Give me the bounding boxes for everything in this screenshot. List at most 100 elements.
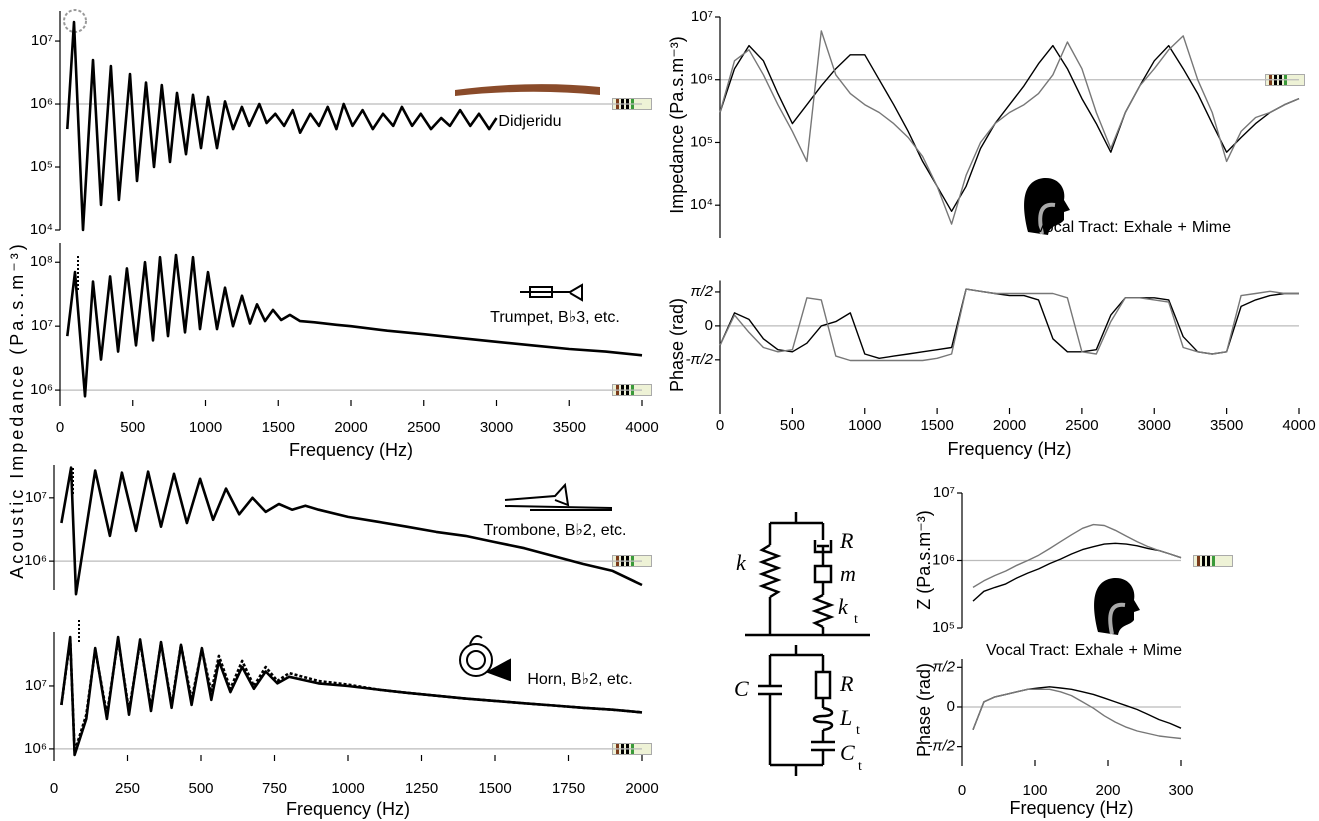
x-tick-label: 1500 <box>478 780 511 797</box>
legend-label: Exhale <box>1124 219 1173 236</box>
y-tick-label: 10⁷ <box>31 317 53 334</box>
legend-label: Exhale <box>1075 642 1124 659</box>
x-tick-label: 200 <box>1095 782 1120 799</box>
y-axis-title: Phase (rad) <box>667 298 687 392</box>
x-tick-label: 2000 <box>334 419 367 436</box>
trombone-icon <box>504 482 613 511</box>
annotation: Didjeridu <box>498 113 561 130</box>
data-line <box>719 44 1300 212</box>
x-tick-label: 500 <box>188 780 213 797</box>
annotation: Trumpet, B♭3, etc. <box>490 309 620 326</box>
y-tick-label: 10⁷ <box>691 8 713 25</box>
circuit-label: L <box>839 705 852 730</box>
circuit-subscript: t <box>856 723 860 738</box>
x-tick-label: 0 <box>50 780 58 797</box>
head-icon <box>1024 177 1070 235</box>
y-tick-label: -π/2 <box>685 351 713 368</box>
y-tick-label: 10⁷ <box>25 677 47 694</box>
x-axis-title: Frequency (Hz) <box>947 439 1071 459</box>
y-tick-label: 10⁶ <box>30 381 53 398</box>
y-tick-label: 10⁴ <box>30 221 53 238</box>
x-tick-label: 1000 <box>331 780 364 797</box>
y-axis-title: Z (Pa.s.m⁻³) <box>914 510 934 610</box>
x-tick-label: 1500 <box>920 417 953 434</box>
horn-icon <box>459 635 511 682</box>
circuit-subscript: t <box>858 759 862 774</box>
data-line <box>972 686 1182 730</box>
x-tick-label: 0 <box>958 782 966 799</box>
y-axis-title: Impedance (Pa.s.m⁻³) <box>667 36 687 214</box>
x-axis-title: Frequency (Hz) <box>286 799 410 819</box>
y-tick-label: 10⁵ <box>690 133 713 150</box>
x-tick-label: 3000 <box>1138 417 1171 434</box>
y-tick-label: 10⁵ <box>30 158 53 175</box>
y-axis-title: Acoustic Impedance (Pa.s.m⁻³) <box>7 241 27 579</box>
data-line <box>60 466 643 596</box>
legend-label: Mime <box>1143 642 1182 659</box>
circuit-label: R <box>839 671 854 696</box>
x-tick-label: 500 <box>780 417 805 434</box>
y-tick-label: 10⁶ <box>932 551 955 568</box>
y-tick-label: 10⁶ <box>690 71 713 88</box>
y-tick-label: 10⁷ <box>31 32 53 49</box>
head-icon <box>1094 577 1140 635</box>
x-tick-label: 2000 <box>993 417 1026 434</box>
data-line <box>972 523 1182 588</box>
data-line <box>719 288 1299 362</box>
x-tick-label: 100 <box>1022 782 1047 799</box>
y-tick-label: 10⁴ <box>690 196 713 213</box>
x-tick-label: 3500 <box>1210 417 1243 434</box>
x-tick-label: 4000 <box>1282 417 1315 434</box>
x-tick-label: 500 <box>120 419 145 436</box>
circuit-label: R <box>839 528 854 553</box>
swatch <box>1193 555 1233 567</box>
x-tick-label: 4000 <box>625 419 658 436</box>
legend-label: Mime <box>1192 219 1231 236</box>
y-tick-label: -π/2 <box>927 738 955 755</box>
circuit-label: k <box>736 550 747 575</box>
data-line <box>972 688 1182 740</box>
data-line <box>972 542 1182 602</box>
x-tick-label: 1250 <box>405 780 438 797</box>
x-tick-label: 1000 <box>189 419 222 436</box>
y-tick-label: 10⁶ <box>24 740 47 757</box>
circuit-diagram <box>745 512 870 776</box>
annotation: + <box>1129 642 1138 659</box>
didjeridu-icon <box>455 84 600 96</box>
x-tick-label: 2000 <box>625 780 658 797</box>
y-axis-title: Phase (rad) <box>914 663 934 757</box>
trumpet-icon <box>520 283 583 302</box>
y-tick-label: 10⁶ <box>24 552 47 569</box>
data-line <box>719 30 1300 225</box>
x-axis-title: Frequency (Hz) <box>1009 798 1133 818</box>
circuit-label: m <box>840 561 856 586</box>
annotation: Vocal Tract: <box>1035 219 1119 236</box>
y-tick-label: π/2 <box>932 658 955 675</box>
annotation: + <box>1178 219 1187 236</box>
x-tick-label: 1750 <box>552 780 585 797</box>
circuit-label: C <box>840 740 855 765</box>
x-tick-label: 2500 <box>407 419 440 436</box>
annotation: Trombone, B♭2, etc. <box>483 522 626 539</box>
fundamental-markers <box>72 256 80 642</box>
x-tick-label: 0 <box>56 419 64 436</box>
x-axis-title: Frequency (Hz) <box>289 440 413 460</box>
y-tick-label: 10⁸ <box>30 253 53 270</box>
y-tick-label: 10⁵ <box>932 619 955 636</box>
x-tick-label: 250 <box>115 780 140 797</box>
y-tick-label: 0 <box>947 698 955 715</box>
data-line <box>60 638 643 754</box>
y-tick-label: 10⁶ <box>30 95 53 112</box>
annotation: Vocal Tract: <box>986 642 1070 659</box>
circuit-label: k <box>838 594 849 619</box>
y-tick-label: π/2 <box>690 283 713 300</box>
y-tick-label: 10⁷ <box>25 489 47 506</box>
x-tick-label: 1000 <box>848 417 881 434</box>
x-tick-label: 3000 <box>480 419 513 436</box>
y-tick-label: 10⁷ <box>933 484 955 501</box>
circuit-subscript: t <box>854 612 858 627</box>
data-line <box>66 20 498 232</box>
x-tick-label: 750 <box>262 780 287 797</box>
data-line <box>66 253 643 398</box>
